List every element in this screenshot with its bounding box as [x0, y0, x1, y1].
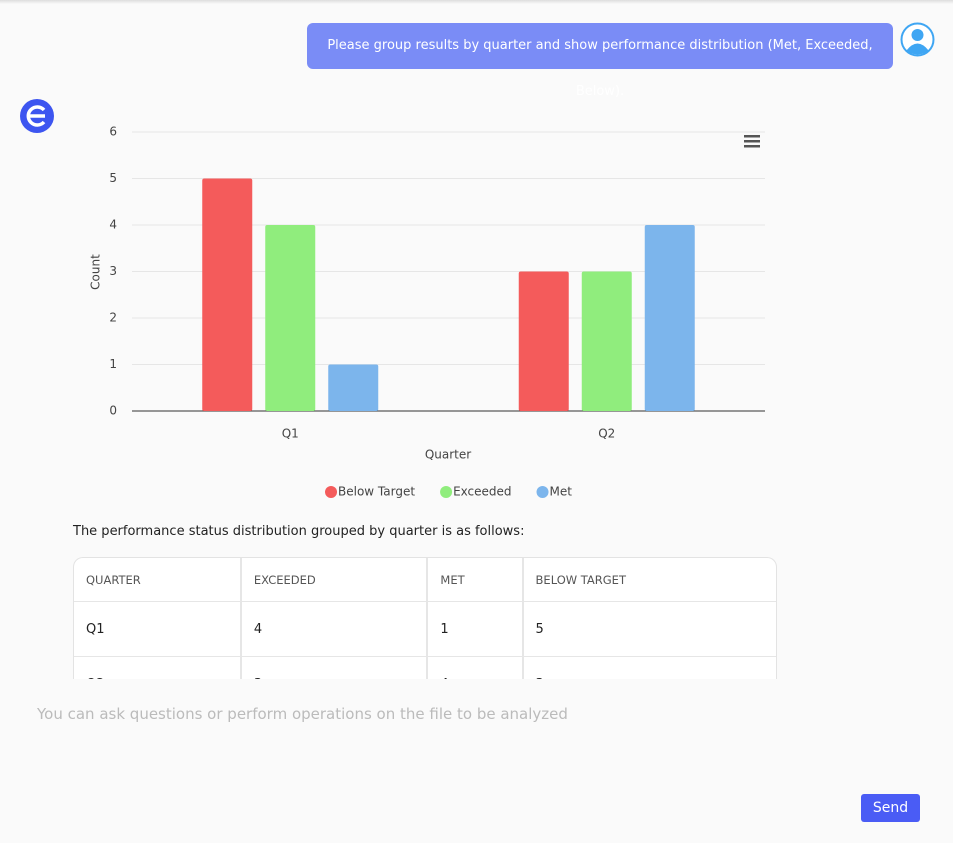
y-tick-label: 2 [109, 311, 117, 325]
table-cell: Q1 [74, 601, 242, 657]
input-placeholder[interactable]: You can ask questions or perform operati… [37, 705, 568, 723]
table-cell: 4 [427, 656, 524, 679]
bar [518, 271, 569, 411]
bar [202, 178, 253, 411]
legend-marker [325, 486, 338, 498]
table-header: QUARTER [74, 558, 242, 602]
x-tick-label: Q2 [598, 427, 615, 441]
bar [265, 225, 316, 411]
table-cell: 5 [522, 601, 776, 657]
legend-marker [536, 486, 549, 498]
assistant-logo [20, 99, 54, 133]
y-tick-label: 4 [109, 218, 117, 232]
table-cell: 1 [427, 601, 524, 657]
bar [328, 364, 379, 411]
user-message: Please group results by quarter and show… [307, 23, 893, 99]
menu-icon[interactable] [744, 135, 760, 148]
response-text: The performance status distribution grou… [73, 524, 525, 539]
table-header: BELOW TARGET [522, 558, 776, 602]
top-bar [0, 0, 953, 4]
table-cell: 4 [240, 601, 429, 657]
user-avatar [900, 22, 935, 57]
chart: Quarter Count 0 1 2 3 4 5 6 Q1 Q2 Below Target Exc… [89, 125, 765, 499]
y-axis-title: Count [89, 254, 103, 290]
x-tick-label: Q1 [282, 427, 299, 441]
table-cell: 3 [240, 656, 429, 679]
legend-label: Exceeded [453, 485, 511, 499]
legend-marker [440, 486, 453, 498]
y-tick-label: 6 [109, 125, 117, 139]
bar [644, 225, 695, 411]
table-header: EXCEEDED [240, 558, 429, 602]
y-tick-label: 3 [109, 264, 117, 278]
legend-label: Met [550, 485, 573, 499]
x-axis-title: Quarter [425, 448, 471, 462]
table-cell: 3 [522, 656, 776, 679]
table-row: Q2343 [74, 656, 776, 679]
y-tick-label: 0 [109, 404, 117, 418]
bar [581, 271, 632, 411]
y-tick-label: 5 [109, 171, 117, 185]
send-button[interactable]: Send [861, 794, 920, 822]
table-row: Q1 4 1 5 [74, 601, 776, 657]
y-tick-label: 1 [109, 357, 117, 371]
table-header: MET [427, 558, 524, 602]
table-cell: Q2 [74, 656, 242, 679]
legend-label: Below Target [338, 485, 415, 499]
